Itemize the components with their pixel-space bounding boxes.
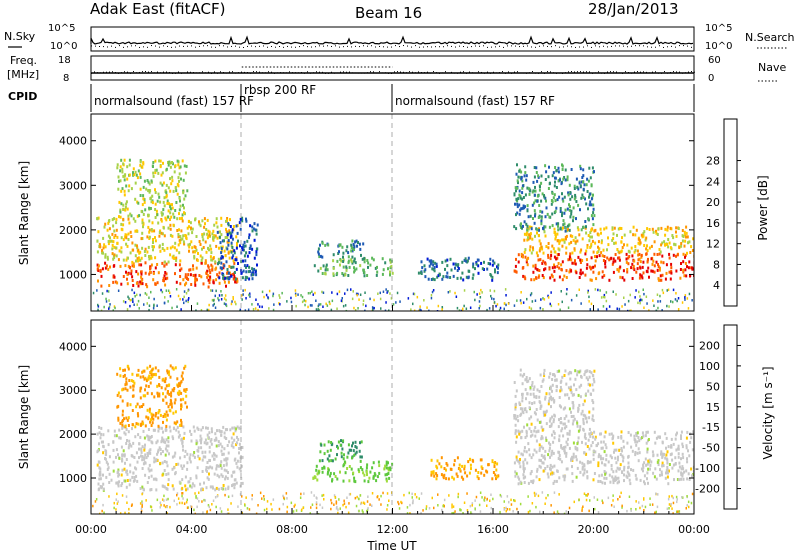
near-range-noise — [92, 491, 694, 514]
x-tick-label: 16:00 — [477, 523, 509, 536]
region-6 — [513, 368, 596, 433]
x-axis-label: Time UT — [366, 539, 417, 553]
colorbar-tick-label: 16 — [706, 217, 720, 230]
x-axis-ticks: 00:00 04:00 08:00 12:00 16:00 20:00 00:00 — [75, 305, 710, 536]
colorbar-tick-label: -15 — [702, 421, 720, 434]
cpid-segment-2: rbsp 200 RF — [244, 83, 316, 97]
y-tick-label: 3000 — [59, 179, 87, 192]
y-tick-label: 2000 — [59, 428, 87, 441]
y-tick-label: 4000 — [59, 135, 87, 148]
nsearch-tick-top: 10^5 — [705, 23, 732, 34]
region-1 — [96, 216, 239, 264]
region-0 — [96, 261, 239, 289]
cpid-segment-3: normalsound (fast) 157 RF — [395, 94, 555, 108]
colorbar-tick-label: 4 — [713, 279, 720, 292]
beam-title: Beam 16 — [355, 4, 422, 22]
velocity-data — [92, 364, 694, 514]
colorbar-tick-label: 12 — [706, 238, 720, 251]
nave-tick-bottom: 0 — [708, 73, 714, 84]
region-6 — [417, 256, 500, 282]
date-title: 28/Jan/2013 — [588, 0, 679, 18]
nsky-tick-bottom: 10^0 — [50, 41, 77, 52]
x-tick-label: 00:00 — [678, 523, 710, 536]
nave-label: Nave — [758, 61, 786, 74]
colorbar-tick-label: 8 — [713, 258, 720, 271]
x-tick-label: 00:00 — [75, 523, 107, 536]
x-tick-label: 12:00 — [377, 523, 409, 536]
nave-tick-top: 60 — [708, 55, 721, 66]
region-5 — [317, 239, 365, 259]
cpid-label: CPID — [8, 90, 37, 103]
power-panel: 1000 2000 3000 4000 Slant Range [km] 4 8 12 16… — [17, 113, 770, 312]
station-title: Adak East (fitACF) — [90, 0, 225, 18]
power-y-ticks: 1000 2000 3000 4000 — [59, 135, 694, 281]
power-data — [92, 158, 694, 311]
velocity-colorbar-label: Velocity [m s⁻¹] — [761, 366, 775, 459]
y-tick-label: 2000 — [59, 224, 87, 237]
colorbar-tick-label: 200 — [699, 339, 720, 352]
colorbar-tick-label: -100 — [695, 462, 720, 475]
colorbar-tick-label: 15 — [706, 401, 720, 414]
colorbar-tick-label: 24 — [706, 175, 720, 188]
region-2 — [312, 460, 394, 484]
region-9 — [513, 163, 596, 233]
region-3 — [216, 216, 259, 281]
y-tick-label: 3000 — [59, 384, 87, 397]
cpid-segment-1: normalsound (fast) 157 RF — [94, 94, 254, 108]
velocity-colorbar: 200 100 50 15 -15 -50 -100 -200 — [695, 324, 741, 510]
colorbar-tick-label: 20 — [706, 196, 720, 209]
power-y-label: Slant Range [km] — [17, 161, 31, 265]
nsky-tick-top: 10^5 — [48, 23, 75, 34]
colorbar-tick-label: -50 — [702, 442, 720, 455]
velocity-y-ticks: 1000 2000 3000 4000 — [59, 340, 694, 485]
region-5 — [513, 429, 694, 486]
freq-tick-bottom: 8 — [63, 73, 69, 84]
y-tick-label: 1000 — [59, 472, 87, 485]
region-7 — [513, 252, 694, 282]
y-tick-label: 4000 — [59, 340, 87, 353]
freq-tick-top: 18 — [58, 55, 71, 66]
freq-trace — [91, 66, 695, 74]
power-colorbar: 4 8 12 16 20 24 28 — [706, 118, 741, 307]
region-4 — [313, 256, 394, 278]
region-1 — [116, 364, 188, 429]
region-4 — [430, 456, 500, 481]
velocity-panel: 1000 2000 3000 4000 Slant Range [km] 200 100… — [17, 319, 775, 515]
near-range-noise — [92, 288, 693, 311]
freq-panel: Freq. [MHz] 18 8 60 0 Nave — [7, 54, 786, 84]
y-tick-label: 1000 — [59, 268, 87, 281]
power-colorbar-label: Power [dB] — [756, 175, 770, 240]
colorbar-tick-label: 28 — [706, 155, 720, 168]
region-2 — [116, 158, 189, 219]
region-8 — [523, 225, 694, 255]
nsearch-tick-bottom: 10^0 — [705, 41, 732, 52]
region-0 — [96, 425, 244, 492]
velocity-y-label: Slant Range [km] — [17, 365, 31, 469]
freq-label: Freq. — [10, 54, 37, 67]
nsky-panel: N.Sky 10^5 10^0 10^5 10^0 N.Search — [4, 23, 795, 52]
region-3 — [318, 439, 363, 463]
freq-unit-label: [MHz] — [7, 68, 39, 81]
x-tick-label: 04:00 — [176, 523, 208, 536]
nsky-label: N.Sky — [4, 30, 36, 43]
nsearch-label: N.Search — [745, 31, 795, 44]
colorbar-tick-label: 100 — [699, 360, 720, 373]
colorbar-tick-label: 50 — [706, 380, 720, 393]
x-tick-label: 20:00 — [578, 523, 610, 536]
colorbar-tick-label: -200 — [695, 483, 720, 496]
nsky-trace — [90, 35, 694, 48]
x-tick-label: 08:00 — [276, 523, 308, 536]
cpid-row: CPID normalsound (fast) 157 RF rbsp 200 … — [8, 83, 695, 112]
